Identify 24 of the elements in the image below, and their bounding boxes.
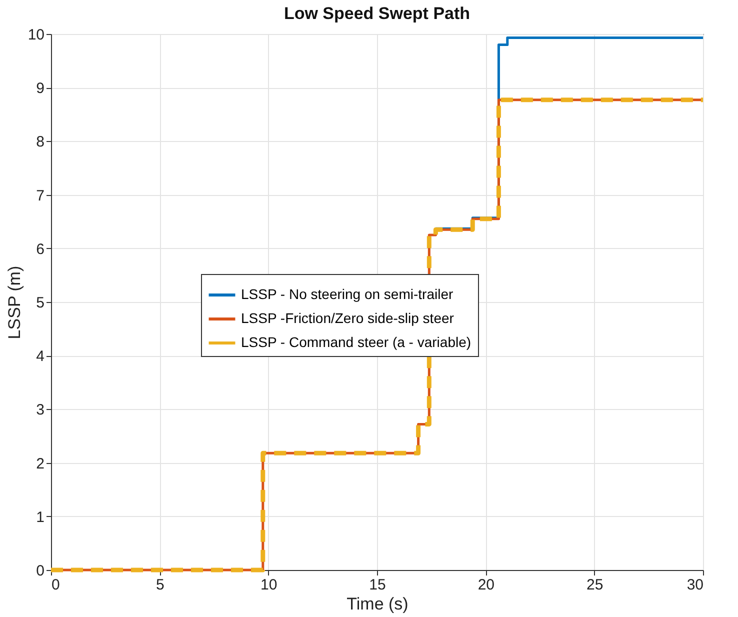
y-tick-label: 4 [36,348,44,366]
legend-label: LSSP -Friction/Zero side-slip steer [241,310,454,326]
y-tick-label: 9 [36,80,44,98]
x-axis-title: Time (s) [346,594,408,614]
y-tick-label: 8 [36,134,44,151]
y-tick-label: 10 [28,26,44,44]
y-tick-label: 6 [36,240,44,258]
x-tick-label: 10 [260,576,278,594]
y-tick-label: 1 [36,508,44,526]
legend-label: LSSP - No steering on semi-trailer [241,286,454,302]
chart-title: Low Speed Swept Path [284,4,470,23]
y-axis-title: LSSP (m) [4,266,24,340]
x-tick-label: 5 [156,576,164,594]
legend-label: LSSP - Command steer (a - variable) [241,334,472,350]
x-tick-label: 15 [369,576,386,594]
y-tick-label: 0 [36,562,44,580]
x-tick-label: 25 [586,576,604,594]
x-tick-label: 30 [686,576,704,594]
x-tick-label: 20 [478,576,495,594]
x-tick-label: 0 [52,576,60,594]
y-tick-label: 2 [36,455,44,472]
y-tick-label: 3 [36,402,44,419]
y-tick-label: 5 [36,294,44,312]
y-tick-label: 7 [36,187,44,204]
